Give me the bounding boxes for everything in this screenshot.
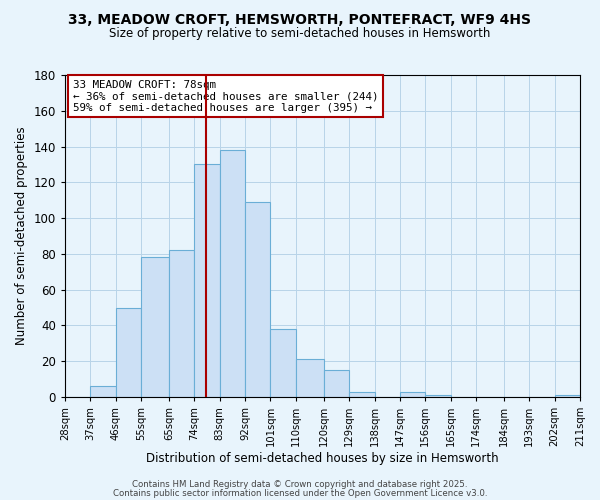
Bar bbox=[116, 308, 141, 397]
Bar bbox=[400, 392, 425, 397]
Text: Contains HM Land Registry data © Crown copyright and database right 2025.: Contains HM Land Registry data © Crown c… bbox=[132, 480, 468, 489]
Text: Size of property relative to semi-detached houses in Hemsworth: Size of property relative to semi-detach… bbox=[109, 28, 491, 40]
Text: 33, MEADOW CROFT, HEMSWORTH, PONTEFRACT, WF9 4HS: 33, MEADOW CROFT, HEMSWORTH, PONTEFRACT,… bbox=[68, 12, 532, 26]
Bar bbox=[296, 360, 324, 397]
Bar bbox=[194, 164, 220, 397]
Text: 33 MEADOW CROFT: 78sqm
← 36% of semi-detached houses are smaller (244)
59% of se: 33 MEADOW CROFT: 78sqm ← 36% of semi-det… bbox=[73, 80, 378, 113]
Y-axis label: Number of semi-detached properties: Number of semi-detached properties bbox=[15, 126, 28, 346]
Bar bbox=[271, 329, 296, 397]
Bar bbox=[324, 370, 349, 397]
Bar bbox=[245, 202, 271, 397]
Bar bbox=[554, 396, 580, 397]
Bar bbox=[90, 386, 116, 397]
Bar bbox=[349, 392, 374, 397]
Bar bbox=[220, 150, 245, 397]
Bar bbox=[141, 258, 169, 397]
Bar bbox=[425, 396, 451, 397]
Text: Contains public sector information licensed under the Open Government Licence v3: Contains public sector information licen… bbox=[113, 488, 487, 498]
Bar bbox=[169, 250, 194, 397]
X-axis label: Distribution of semi-detached houses by size in Hemsworth: Distribution of semi-detached houses by … bbox=[146, 452, 499, 465]
